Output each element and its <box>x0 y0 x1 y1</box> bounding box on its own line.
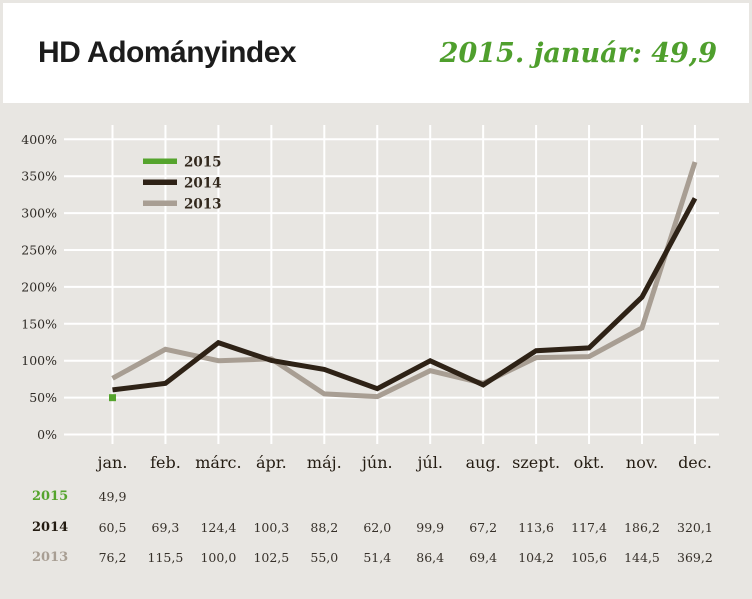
chart-gridlines <box>64 125 719 444</box>
x-axis-label: máj. <box>307 453 342 472</box>
x-axis-label: ápr. <box>256 453 287 472</box>
series-marker-2015 <box>109 394 116 402</box>
y-axis-label: 50% <box>29 390 57 405</box>
y-axis-label: 250% <box>21 243 57 258</box>
y-axis-label: 200% <box>21 279 57 294</box>
chart-series <box>109 161 698 402</box>
x-axis-label: márc. <box>195 453 241 472</box>
x-axis-label: dec. <box>678 453 712 472</box>
x-axis-label: szept. <box>512 453 560 472</box>
current-index-value: 2015. január: 49,9 <box>439 37 717 69</box>
y-axis-label: 300% <box>21 206 57 221</box>
legend-swatch-2014 <box>143 179 177 185</box>
x-axis-label: nov. <box>626 453 658 472</box>
y-axis-label: 150% <box>21 316 57 331</box>
header-card: HD Adományindex 2015. január: 49,9 <box>3 3 749 103</box>
legend-item-2014: 2014 <box>143 176 222 192</box>
legend-swatch-2013 <box>143 200 177 206</box>
y-axis-label: 400% <box>21 132 57 147</box>
x-axis-label: jún. <box>360 453 393 472</box>
legend-swatch-2015 <box>143 158 177 164</box>
legend-item-2015: 2015 <box>143 155 222 171</box>
chart-legend: 2015 2014 2013 <box>143 155 222 213</box>
y-axis-label: 100% <box>21 353 57 368</box>
x-axis-label: jan. <box>96 453 128 472</box>
legend-label-2013: 2013 <box>184 197 222 213</box>
x-axis: jan. feb. márc. ápr. máj. jún. júl. aug. szept. o… <box>96 453 712 472</box>
x-axis-label: aug. <box>466 453 501 472</box>
page-title: HD Adományindex <box>38 36 297 69</box>
series-line-2014 <box>112 197 698 393</box>
y-axis-label: 350% <box>21 169 57 184</box>
y-axis: 0% 50% 100% 150% 200% 250% 300% 350% 400% <box>21 132 57 442</box>
y-axis-label: 0% <box>37 427 57 442</box>
x-axis-label: feb. <box>150 453 181 472</box>
legend-item-2013: 2013 <box>143 197 222 213</box>
x-axis-label: júl. <box>415 453 442 472</box>
legend-label-2015: 2015 <box>184 155 222 171</box>
x-axis-label: okt. <box>574 453 605 472</box>
series-line-2013 <box>111 161 698 400</box>
legend-label-2014: 2014 <box>184 176 222 192</box>
